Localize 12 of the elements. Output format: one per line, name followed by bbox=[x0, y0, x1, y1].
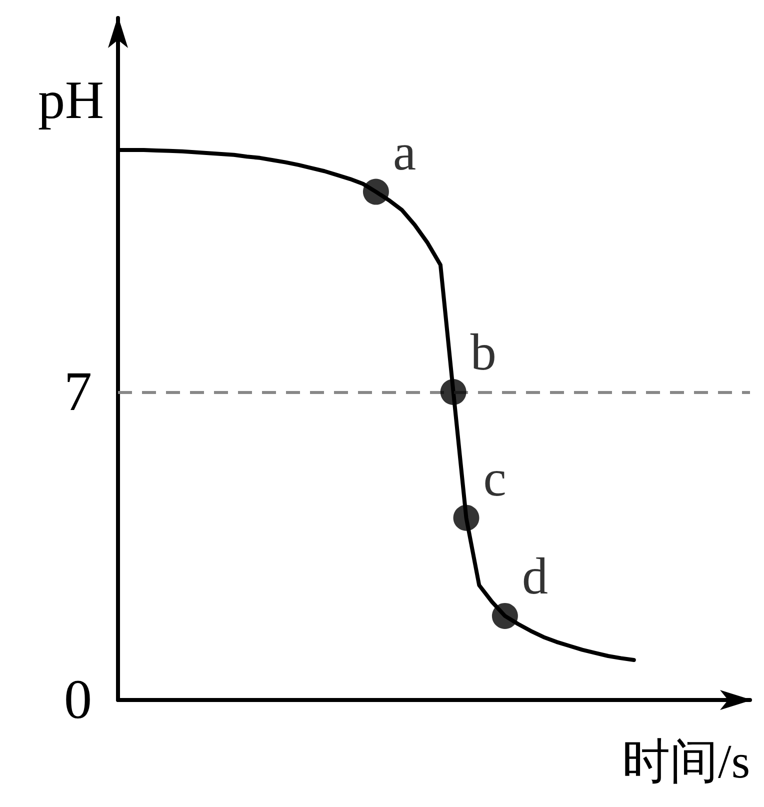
data-label: b bbox=[470, 324, 496, 382]
point bbox=[362, 178, 389, 205]
point bbox=[440, 379, 466, 405]
data-label: a bbox=[392, 124, 416, 182]
y-tick-label: 0 bbox=[64, 669, 92, 731]
y-tick-label: 7 bbox=[64, 361, 92, 423]
point bbox=[492, 602, 518, 629]
x-axis-title: 时间/s bbox=[622, 736, 750, 788]
data-label: c bbox=[483, 450, 506, 508]
y-axis-title: pH bbox=[38, 70, 104, 130]
point bbox=[453, 504, 480, 531]
data-label: d bbox=[522, 548, 548, 606]
